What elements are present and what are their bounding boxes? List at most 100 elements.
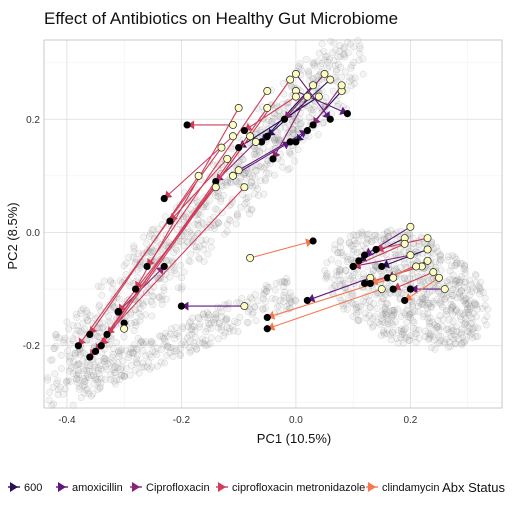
background-point <box>388 306 396 314</box>
background-point <box>389 311 397 319</box>
end-point <box>326 75 335 84</box>
background-point <box>436 252 444 260</box>
background-point <box>404 302 412 310</box>
background-point <box>188 232 196 240</box>
background-point <box>471 300 479 307</box>
background-point <box>440 339 448 347</box>
background-point <box>382 299 390 307</box>
background-point <box>445 329 453 337</box>
background-point <box>372 235 380 243</box>
background-point <box>256 147 264 155</box>
background-point <box>455 279 463 286</box>
background-point <box>355 274 363 282</box>
background-point <box>196 255 203 263</box>
background-point <box>412 339 420 346</box>
background-point <box>98 324 106 332</box>
start-point <box>97 342 105 350</box>
start-point <box>166 217 174 225</box>
background-point <box>444 256 452 264</box>
start-point <box>86 353 94 361</box>
background-point <box>338 248 346 256</box>
background-point <box>253 147 261 155</box>
background-point <box>462 300 470 308</box>
background-point <box>130 242 138 250</box>
background-point <box>432 258 440 266</box>
background-point <box>257 163 265 171</box>
background-point <box>74 327 82 335</box>
background-point <box>295 115 303 123</box>
background-point <box>467 329 475 337</box>
start-point <box>132 285 140 293</box>
background-point <box>202 336 210 344</box>
background-point <box>138 363 146 371</box>
background-point <box>481 294 489 302</box>
background-point <box>199 310 207 318</box>
background-point <box>88 372 96 380</box>
background-point <box>182 212 190 220</box>
background-point <box>420 295 427 303</box>
background-point <box>354 237 362 245</box>
background-point <box>129 350 137 358</box>
start-point <box>160 194 168 203</box>
background-point <box>223 220 231 228</box>
end-point <box>303 92 312 101</box>
background-point <box>132 322 140 330</box>
background-point <box>476 285 484 292</box>
background-point <box>191 327 199 335</box>
trajectory-line <box>266 79 331 137</box>
background-point <box>54 391 62 398</box>
background-point <box>198 236 206 244</box>
background-point <box>436 289 444 297</box>
background-point <box>462 336 470 344</box>
background-point <box>289 126 297 134</box>
end-point <box>337 81 346 90</box>
background-point <box>217 195 225 203</box>
background-point <box>63 318 71 326</box>
background-point <box>419 298 427 306</box>
background-point <box>465 324 473 332</box>
background-point <box>87 392 95 400</box>
background-point <box>403 306 411 314</box>
background-point <box>84 317 92 325</box>
background-point <box>331 61 339 69</box>
background-point <box>430 336 438 344</box>
background-point <box>309 106 317 113</box>
background-point <box>456 313 464 320</box>
background-point <box>271 136 279 144</box>
background-point <box>52 331 60 339</box>
background-point <box>400 274 408 282</box>
background-point <box>410 324 418 332</box>
background-point <box>336 249 344 257</box>
background-point <box>145 359 153 366</box>
background-point <box>262 287 270 295</box>
background-point <box>259 144 267 152</box>
background-point <box>274 139 281 147</box>
background-point <box>384 320 392 328</box>
background-point <box>55 334 63 342</box>
background-point <box>383 312 391 320</box>
background-point <box>350 246 358 253</box>
background-point <box>412 294 420 302</box>
background-point <box>187 206 195 213</box>
background-point <box>145 232 153 240</box>
background-point <box>251 190 258 198</box>
background-point <box>384 318 392 326</box>
background-point <box>355 49 363 57</box>
background-point <box>256 149 264 156</box>
background-point <box>133 273 141 281</box>
background-point <box>283 279 290 287</box>
background-point <box>172 270 180 278</box>
background-point <box>369 323 376 331</box>
background-point <box>359 297 367 305</box>
background-point <box>261 163 269 171</box>
background-point <box>153 344 161 352</box>
background-point <box>148 312 156 320</box>
start-point <box>361 251 369 259</box>
background-point <box>189 314 197 322</box>
background-point <box>73 375 81 383</box>
background-point <box>449 310 457 318</box>
background-point <box>280 278 288 286</box>
background-point <box>63 378 71 386</box>
background-point <box>310 59 318 67</box>
background-point <box>158 300 166 308</box>
